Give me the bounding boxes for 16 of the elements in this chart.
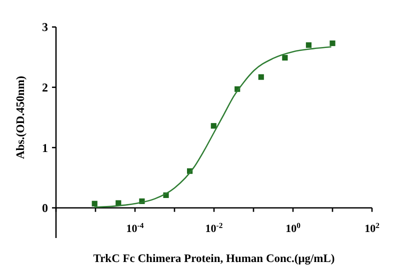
point [258, 74, 264, 80]
x-tick-label: 10$^{-4}$ [126, 220, 144, 235]
point [210, 123, 216, 129]
y-axis-title: Abs.(OD.450nm) [15, 76, 27, 159]
x-axis-title: TrkC Fc Chimera Protein, Human Conc.(μg/mL) [93, 253, 335, 265]
y-tick-label: 2 [42, 80, 48, 94]
y-tick-label: 3 [42, 20, 48, 34]
x-tick-label: 10$^{-2}$ [205, 220, 223, 235]
point [92, 200, 98, 206]
point [306, 42, 312, 48]
y-tick-label: 1 [42, 140, 48, 155]
point [282, 54, 288, 61]
y-tick-label: 0 [42, 201, 48, 216]
x-tick-label: 10$^{0}$ [286, 220, 301, 235]
x-tick-label: 10$^{2}$ [364, 220, 380, 235]
point [330, 40, 336, 46]
